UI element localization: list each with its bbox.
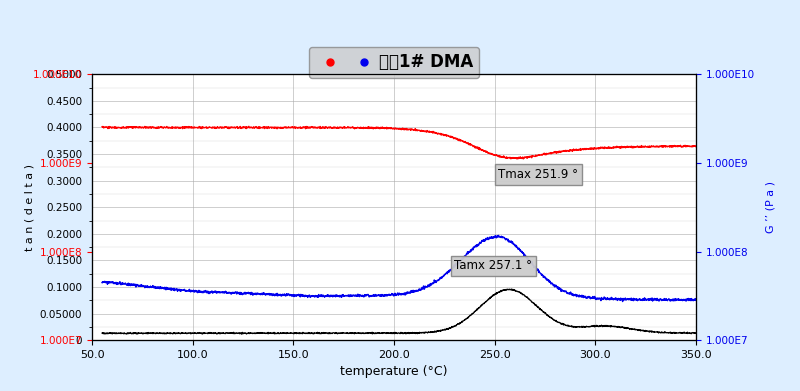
Text: Tamx 257.1 °: Tamx 257.1 ° (454, 260, 533, 273)
Y-axis label: t a n ( d e l t a ): t a n ( d e l t a ) (24, 164, 34, 251)
Y-axis label: G ’’ (P a ): G ’’ (P a ) (766, 181, 776, 233)
Legend: , 碳帝1# DMA: , 碳帝1# DMA (309, 47, 479, 77)
X-axis label: temperature (°C): temperature (°C) (340, 366, 448, 378)
Text: Tmax 251.9 °: Tmax 251.9 ° (498, 168, 578, 181)
